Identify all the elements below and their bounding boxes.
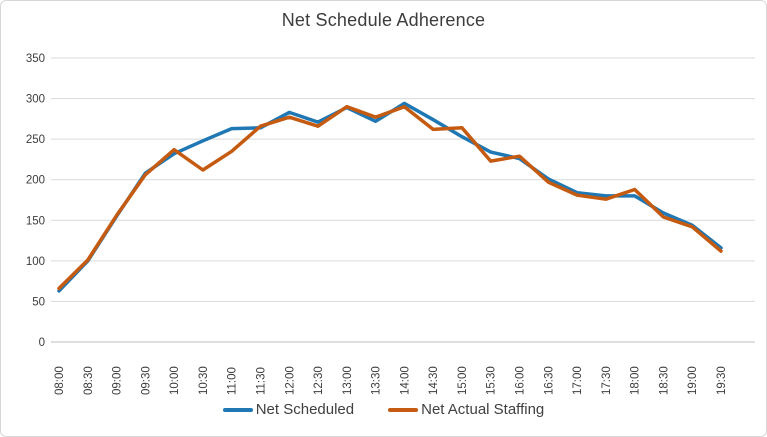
x-axis-tick-label: 14:00	[399, 366, 411, 395]
x-axis-tick-label: 10:30	[198, 366, 210, 395]
x-axis-tick-label: 15:00	[457, 366, 469, 395]
x-axis-tick-label: 11:30	[255, 367, 267, 395]
y-axis-tick-label: 350	[26, 53, 45, 65]
net-actual-staffing-line-swatch-icon	[388, 407, 419, 412]
y-axis-tick-label: 250	[26, 134, 45, 146]
x-axis-tick-label: 13:30	[371, 366, 383, 395]
legend-item-net-scheduled: Net Scheduled	[222, 401, 355, 418]
x-axis-tick-label: 16:00	[515, 366, 527, 395]
x-axis-tick-label: 09:30	[140, 366, 152, 395]
x-axis-tick-label: 17:00	[572, 366, 584, 395]
x-axis-tick-label: 16:30	[543, 366, 555, 395]
x-axis-tick-label: 14:30	[428, 366, 440, 395]
x-axis-tick-label: 19:00	[687, 366, 699, 395]
chart-title: Net Schedule Adherence	[281, 10, 486, 30]
y-axis-tick-label: 50	[32, 296, 45, 308]
x-axis-tick-label: 11:00	[227, 367, 239, 395]
net-scheduled-line-swatch-icon	[222, 407, 253, 412]
x-axis-tick-label: 08:00	[54, 366, 66, 395]
series-line-net-scheduled	[57, 101, 723, 293]
x-axis-tick-label: 08:30	[83, 366, 95, 395]
x-axis-tick-label: 15:30	[486, 366, 498, 395]
legend-label-net-scheduled: Net Scheduled	[255, 401, 355, 418]
x-axis-tick-label: 18:00	[630, 366, 642, 395]
y-axis-tick-label: 150	[26, 215, 45, 227]
y-axis-tick-label: 300	[26, 94, 45, 106]
series-line-net-actual-staffing	[57, 104, 723, 291]
x-axis-tick-label: 10:00	[169, 366, 181, 395]
x-axis-tick-label: 17:30	[601, 366, 613, 395]
y-axis-tick-label: 200	[26, 175, 45, 187]
y-axis-tick-label: 100	[26, 256, 45, 268]
x-axis-tick-label: 12:00	[284, 366, 296, 395]
x-axis-tick-label: 13:00	[342, 366, 354, 395]
x-axis-tick-label: 19:30	[716, 366, 728, 395]
legend-item-net-actual-staffing: Net Actual Staffing	[388, 401, 544, 418]
x-axis-tick-label: 12:30	[313, 366, 325, 395]
y-axis-tick-label: 0	[39, 337, 45, 349]
x-axis-tick-label: 18:30	[658, 366, 670, 395]
chart-legend: Net Scheduled Net Actual Staffing	[1, 401, 766, 418]
x-axis-tick-label: 09:00	[112, 366, 124, 395]
legend-label-net-actual-staffing: Net Actual Staffing	[421, 401, 545, 418]
